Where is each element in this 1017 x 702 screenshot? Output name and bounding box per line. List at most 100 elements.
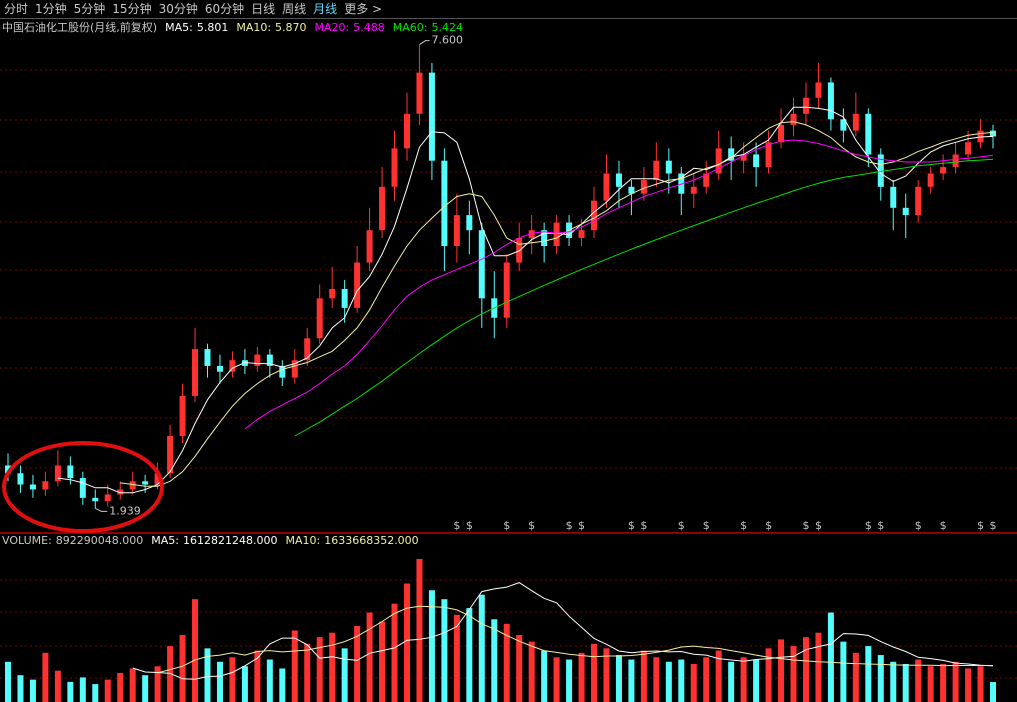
tab[interactable]: 更多 > [344,2,383,16]
candle-body [453,215,460,246]
candle-body [778,124,785,143]
candle-body [740,154,747,161]
tab[interactable]: 15分钟 [112,2,152,16]
candle-body [441,160,448,246]
volume-bar [67,681,74,702]
volume-bar [416,558,423,702]
volume-bar [603,648,610,702]
candle-body [291,360,298,378]
candle-body [902,207,909,216]
legend-value: 5.424 [431,21,463,34]
dividend-mark: $ [528,519,535,532]
tab[interactable]: 分时 [4,2,29,16]
volume-bar [17,675,24,702]
volume-bar [852,652,859,702]
volume-bar [578,652,585,702]
volume-bar [316,637,323,702]
candle-body [977,130,984,143]
ma-line [120,121,994,487]
candle-body [628,186,635,194]
volume-bar [977,666,984,702]
candle-body [578,230,585,239]
candle-body [341,289,348,308]
candle-body [877,154,884,187]
volume-bar [92,684,99,702]
tab[interactable]: 5分钟 [73,2,106,16]
candle-body [179,395,186,436]
volume-bar [516,634,523,702]
candle-body [279,365,286,378]
legend-value: 1612821248.000 [183,534,277,547]
candle-body [553,222,560,246]
candle-body [67,465,74,479]
candle-body [640,180,647,194]
tab[interactable]: 日线 [251,2,276,16]
volume-bar [628,659,635,702]
price-header: 中国石油化工股份(月线,前复权) MA5: 5.801 MA10: 5.870 MA20:… [2,20,463,34]
volume-bar [640,650,647,702]
tab[interactable]: 周线 [282,2,307,16]
candle-body [703,173,710,187]
candle-body [865,113,872,155]
volume-bar [790,646,797,702]
candle-body [241,360,248,366]
volume-bar [615,655,622,702]
ma-line [57,106,994,494]
volume-bar [154,666,161,702]
candle-body [316,298,323,339]
tab[interactable]: 60分钟 [204,2,245,16]
volume-bar [566,659,573,702]
volume-bar [690,664,697,702]
candle-body [753,154,760,168]
volume-bar [802,637,809,702]
volume-bar [42,652,49,702]
volume-bar [715,650,722,702]
dividend-mark: $ [628,519,635,532]
candle-body [827,82,834,120]
candle-body [204,349,211,366]
dividend-mark: $ [678,519,685,532]
tab[interactable]: 30分钟 [158,2,198,16]
highlight-ellipse [2,441,164,533]
legend-value: 1633668352.000 [324,534,418,547]
dividend-mark: $ [740,519,747,532]
candle-body [54,465,61,482]
candle-body [142,481,149,485]
volume-bar [815,632,822,702]
candle-body [728,148,735,161]
tab[interactable]: 月线 [313,2,338,16]
volume-bar [117,672,124,702]
volume-bar [990,682,996,702]
tab[interactable]: 1分钟 [35,2,67,16]
legend-value: 5.488 [353,21,385,34]
volume-bar [965,668,972,702]
annotation-leader [419,40,430,46]
candle-body [591,200,598,231]
volume-bar [29,679,36,702]
volume-bar [952,661,959,702]
dividend-mark: $ [940,519,947,532]
volume-bar [428,590,435,702]
volume-bar [379,621,386,702]
volume-bar [703,657,710,702]
panel-title: VOLUME: [2,534,52,547]
dividend-mark: $ [566,519,573,532]
candle-body [42,481,49,490]
candle-body [528,230,535,239]
candle-body [17,473,24,485]
volume-bar [142,675,149,702]
candle-body [715,148,722,174]
candle-body [428,72,435,161]
candle-body [802,97,809,114]
candle-body [354,262,361,308]
volume-bar [5,661,11,702]
volume-bar [329,632,336,702]
ma-line [294,158,994,437]
dividend-mark: $ [877,519,884,532]
volume-bar [441,599,448,702]
toolbar: 分时 1分钟 5分钟 15分钟 30分钟 60分钟 日线 周线 月线 更多 > [0,0,1017,19]
candle-body [254,354,261,366]
candle-body [990,130,996,137]
legend-value: 5.870 [275,21,307,34]
